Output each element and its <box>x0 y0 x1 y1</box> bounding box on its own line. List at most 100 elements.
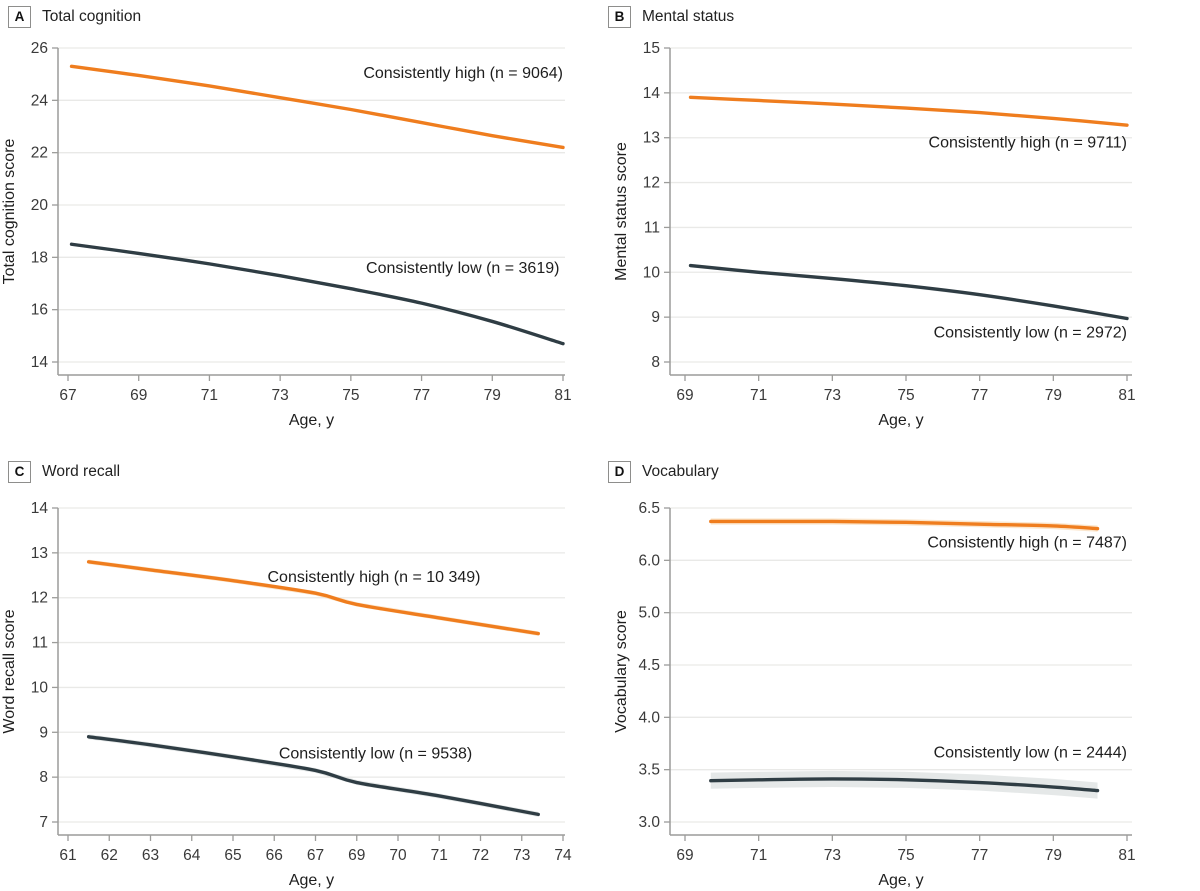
y-tick-label: 15 <box>643 40 660 57</box>
panel-total-cognition: A Total cognition 26 24 22 20 18 16 14 67 69 71 73… <box>0 0 600 455</box>
series-annotation-high: Consistently high (n = 9064) <box>363 65 563 82</box>
x-tick-label: 71 <box>201 387 218 404</box>
x-tick-label: 63 <box>142 847 159 864</box>
panel-b-header: B Mental status <box>608 6 734 28</box>
x-tick-label: 79 <box>1045 847 1062 864</box>
y-tick-label: 14 <box>643 85 661 102</box>
series-line-low <box>86 735 540 817</box>
y-tick-label: 18 <box>31 249 48 266</box>
panel-word-recall: C Word recall 14 13 12 11 10 9 8 7 61 62 63 64 65 66 6… <box>0 455 600 891</box>
x-tick-label: 67 <box>59 387 76 404</box>
y-tick-label: 13 <box>643 130 660 147</box>
y-tick-label: 14 <box>31 500 49 517</box>
panel-b-plot: 15 14 13 12 11 10 9 8 69 71 73 75 77 79 81 Age, y Mental… <box>613 40 1136 429</box>
total-cognition-chart: 26 24 22 20 18 16 14 67 69 71 73 75 77 79 81 Age, y Tota… <box>0 0 600 455</box>
y-axis-title: Total cognition score <box>1 138 18 284</box>
y-tick-label: 5.0 <box>638 605 660 622</box>
x-tick-label: 73 <box>824 847 841 864</box>
x-tick-label: 62 <box>101 847 118 864</box>
y-tick-label: 11 <box>644 219 660 236</box>
word-recall-chart: 14 13 12 11 10 9 8 7 61 62 63 64 65 66 67 69 70 71 72 73 74 A… <box>0 455 600 891</box>
x-tick-label: 79 <box>484 387 501 404</box>
x-tick-label: 75 <box>897 847 914 864</box>
y-tick-label: 12 <box>643 175 660 192</box>
panel-c-plot: 14 13 12 11 10 9 8 7 61 62 63 64 65 66 67 69 70 71 72 73 74 A… <box>1 500 572 889</box>
y-tick-label: 10 <box>643 264 661 281</box>
x-tick-label: 74 <box>554 847 572 864</box>
y-tick-label: 24 <box>31 92 49 109</box>
x-tick-label: 77 <box>971 847 988 864</box>
y-tick-label: 7 <box>39 814 48 831</box>
panel-a-plot: 26 24 22 20 18 16 14 67 69 71 73 75 77 79 81 Age, y Tota… <box>1 40 572 429</box>
y-tick-label: 14 <box>31 354 49 371</box>
y-axis-title: Mental status score <box>613 142 630 281</box>
y-tick-label: 8 <box>39 769 48 786</box>
y-tick-label: 9 <box>39 724 48 741</box>
y-tick-label: 22 <box>31 145 48 162</box>
series-line-low <box>69 242 565 346</box>
y-tick-label: 16 <box>31 302 48 319</box>
panel-d-header: D Vocabulary <box>608 461 719 483</box>
panel-a-letter-badge: A <box>8 6 31 28</box>
x-tick-label: 71 <box>750 387 767 404</box>
x-tick-label: 72 <box>472 847 489 864</box>
mental-status-chart: 15 14 13 12 11 10 9 8 69 71 73 75 77 79 81 Age, y Mental… <box>600 0 1200 455</box>
x-tick-label: 77 <box>971 387 988 404</box>
series-annotation-low: Consistently low (n = 9538) <box>279 745 472 762</box>
series-annotation-high: Consistently high (n = 10 349) <box>267 569 480 586</box>
series-annotation-low: Consistently low (n = 2972) <box>934 324 1127 341</box>
series-annotation-high: Consistently high (n = 7487) <box>927 534 1127 551</box>
x-tick-label: 66 <box>266 847 283 864</box>
x-tick-label: 81 <box>554 387 571 404</box>
panel-c-header: C Word recall <box>8 461 120 483</box>
x-axis-title: Age, y <box>878 412 923 429</box>
panel-d-letter-badge: D <box>608 461 631 483</box>
series-line-high <box>86 560 540 636</box>
series-line-low <box>709 777 1100 793</box>
x-tick-label: 73 <box>272 387 289 404</box>
y-tick-label: 26 <box>31 40 48 57</box>
x-tick-label: 77 <box>413 387 430 404</box>
x-tick-label: 65 <box>224 847 241 864</box>
panel-d-plot: 6.5 6.0 5.0 4.5 4.0 3.5 3.0 69 71 73 75 77 79 81 Age, … <box>613 500 1136 889</box>
x-axis-title: Age, y <box>289 412 334 429</box>
x-tick-label: 64 <box>183 847 201 864</box>
x-tick-label: 79 <box>1045 387 1062 404</box>
x-tick-label: 73 <box>513 847 530 864</box>
x-tick-label: 67 <box>307 847 324 864</box>
x-tick-label: 69 <box>676 387 693 404</box>
vocabulary-chart: 6.5 6.0 5.0 4.5 4.0 3.5 3.0 69 71 73 75 77 79 81 Age, … <box>600 455 1200 891</box>
y-axis-title: Word recall score <box>1 609 18 733</box>
y-tick-label: 11 <box>32 635 48 652</box>
x-tick-label: 69 <box>676 847 693 864</box>
y-tick-label: 4.5 <box>638 657 660 674</box>
panel-a-title: Total cognition <box>42 8 142 25</box>
x-tick-label: 71 <box>431 847 448 864</box>
x-tick-label: 81 <box>1118 847 1135 864</box>
x-tick-label: 75 <box>342 387 359 404</box>
x-axis-title: Age, y <box>878 872 923 889</box>
y-tick-label: 20 <box>31 197 49 214</box>
series-line-high <box>688 95 1129 127</box>
x-tick-label: 75 <box>897 387 914 404</box>
x-tick-label: 73 <box>824 387 841 404</box>
x-tick-label: 70 <box>389 847 407 864</box>
y-tick-label: 9 <box>651 309 660 326</box>
x-tick-label: 69 <box>130 387 147 404</box>
y-tick-label: 4.0 <box>638 709 660 726</box>
y-tick-label: 6.5 <box>638 500 660 517</box>
panel-a-header: A Total cognition <box>8 6 141 28</box>
x-tick-label: 69 <box>348 847 365 864</box>
series-line-high <box>709 519 1100 531</box>
series-annotation-high: Consistently high (n = 9711) <box>929 135 1127 152</box>
panel-mental-status: B Mental status 15 14 13 12 11 10 9 8 69 71 73 75 77… <box>600 0 1200 455</box>
y-axis-title: Vocabulary score <box>613 610 630 733</box>
x-axis-title: Age, y <box>289 872 334 889</box>
confidence-band-low <box>71 242 564 346</box>
panel-c-title: Word recall <box>42 463 121 480</box>
y-tick-label: 13 <box>31 545 48 562</box>
panel-b-letter-badge: B <box>608 6 631 28</box>
panel-b-title: Mental status <box>642 8 735 25</box>
y-tick-label: 12 <box>31 590 48 607</box>
series-line-low <box>688 263 1129 321</box>
